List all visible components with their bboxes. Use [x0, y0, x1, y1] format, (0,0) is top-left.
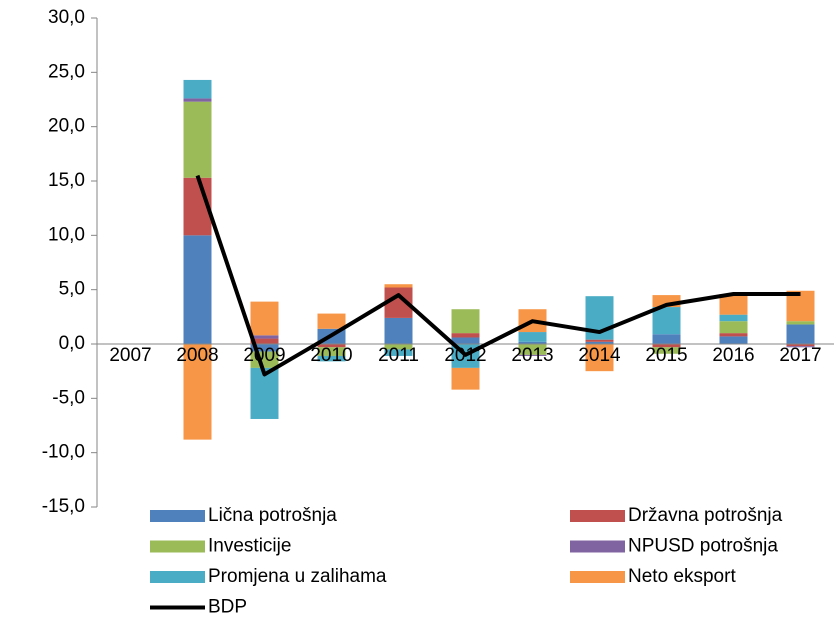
y-tick-label: 10,0	[48, 224, 85, 245]
x-tick-label: 2007	[109, 345, 151, 366]
legend-label: Neto eksport	[628, 566, 736, 587]
legend-label: Investicije	[208, 536, 291, 557]
x-tick-label: 2014	[578, 345, 621, 366]
legend-swatch	[570, 540, 625, 553]
bar	[652, 347, 681, 354]
bar	[250, 335, 279, 339]
y-tick-label: 20,0	[48, 116, 85, 137]
bar	[384, 349, 413, 356]
bar	[451, 333, 480, 338]
y-tick-label: -15,0	[42, 496, 85, 517]
legend-label: BDP	[208, 597, 247, 618]
legend-label: Lična potrošnja	[208, 505, 337, 526]
x-tick-label: 2013	[511, 345, 553, 366]
y-tick-label: 15,0	[48, 170, 85, 191]
legend-swatch	[150, 510, 205, 522]
x-tick-label: 2017	[779, 345, 821, 366]
bar	[250, 344, 279, 352]
x-tick-label: 2009	[243, 345, 285, 366]
bar	[719, 333, 748, 337]
bar	[183, 79, 212, 99]
bar	[518, 341, 547, 344]
y-tick-label: 0,0	[59, 333, 85, 354]
bar	[317, 347, 346, 356]
bar	[585, 344, 614, 372]
bar	[518, 344, 547, 355]
y-tick-label: 25,0	[48, 61, 85, 82]
legend-label: NPUSD potrošnja	[628, 536, 778, 557]
bar	[317, 313, 346, 329]
x-tick-label: 2016	[712, 345, 754, 366]
x-tick-label: 2015	[645, 345, 687, 366]
bar	[786, 344, 815, 347]
bar	[451, 309, 480, 334]
bar	[719, 294, 748, 315]
bar	[451, 337, 480, 344]
y-tick-label: -10,0	[42, 442, 85, 463]
bar	[786, 324, 815, 344]
bar	[719, 321, 748, 334]
legend-swatch	[570, 571, 625, 583]
bar	[317, 344, 346, 348]
bar	[585, 341, 614, 344]
bar	[250, 301, 279, 336]
line	[195, 174, 801, 377]
y-tick-label: 5,0	[59, 279, 85, 300]
bar	[786, 346, 815, 348]
bar	[652, 344, 681, 348]
bar	[183, 344, 212, 440]
bar	[652, 334, 681, 344]
legend-label: Državna potrošnja	[628, 505, 783, 526]
bar	[585, 339, 614, 342]
bar	[183, 235, 212, 344]
bar	[183, 101, 212, 178]
legend-label: Promjena u zalihama	[208, 566, 387, 587]
bar	[719, 336, 748, 344]
bar	[518, 332, 547, 342]
x-tick-label: 2008	[176, 345, 218, 366]
x-tick-label: 2011	[378, 345, 419, 366]
x-tick-label: 2010	[310, 345, 352, 366]
bar	[652, 307, 681, 335]
legend-swatch	[150, 540, 205, 553]
bar	[384, 317, 413, 344]
bar	[719, 314, 748, 322]
bar	[317, 355, 346, 362]
bar	[384, 284, 413, 288]
legend-swatch	[570, 510, 625, 522]
bar	[652, 295, 681, 308]
legend-swatch	[150, 571, 205, 583]
bar	[250, 338, 279, 344]
bar	[518, 354, 547, 356]
bar	[384, 344, 413, 350]
y-tick-label: -5,0	[52, 387, 85, 408]
y-tick-label: 30,0	[48, 7, 85, 28]
bar	[183, 98, 212, 102]
bar	[786, 321, 815, 325]
bar	[451, 367, 480, 390]
